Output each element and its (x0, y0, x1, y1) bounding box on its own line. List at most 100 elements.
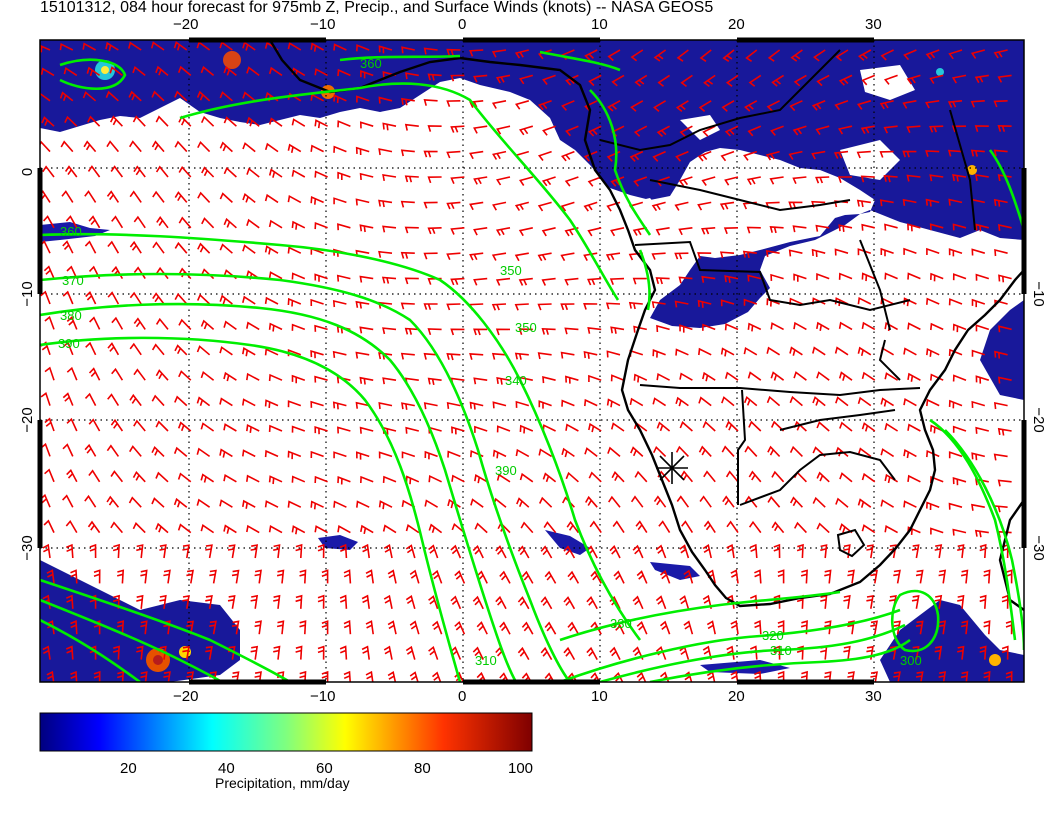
wind-barb (337, 120, 351, 128)
wind-barb (730, 620, 739, 635)
wind-barb (746, 176, 761, 186)
wind-barb (317, 645, 325, 660)
wind-barb (200, 422, 215, 432)
wind-barb (520, 521, 534, 534)
wind-barb (930, 322, 944, 331)
wind-barb (492, 449, 507, 459)
wind-barb (310, 144, 324, 153)
wind-barb (337, 68, 351, 77)
wind-barb (177, 65, 192, 77)
wind-barb (378, 148, 393, 156)
wind-barb (565, 375, 579, 384)
wind-barb (703, 520, 716, 534)
wind-barb (754, 620, 762, 635)
wind-barb (107, 291, 120, 305)
wind-barb (583, 201, 598, 212)
wind-barb (355, 401, 370, 409)
wind-barb (223, 320, 237, 331)
wind-barb (140, 671, 148, 682)
wind-barb (291, 169, 306, 178)
wind-barb (332, 299, 347, 308)
contour (40, 232, 642, 641)
wind-barb (766, 100, 780, 112)
border (739, 450, 896, 506)
wind-barb (856, 100, 872, 110)
wind-barb (796, 543, 804, 559)
wind-barb (610, 326, 625, 334)
wind-barb (40, 44, 51, 53)
wind-barb (333, 197, 347, 205)
wind-barb (561, 447, 575, 458)
wind-barb (93, 670, 101, 682)
wind-barb (788, 249, 803, 257)
wind-barb (223, 371, 237, 382)
wind-barb (590, 570, 602, 584)
wind-barb (879, 100, 894, 110)
wind-barb (883, 125, 898, 134)
wind-barb (537, 150, 552, 161)
wind-barb (287, 246, 302, 254)
wind-barb (659, 569, 671, 584)
wind-barb (205, 595, 213, 609)
wind-barb (994, 350, 1008, 359)
wind-barb (588, 374, 602, 382)
wind-barb (652, 397, 667, 407)
wind-barb (378, 199, 393, 208)
contour-labels: 360 370 380 390 350 350 340 330 320 310 … (58, 56, 922, 668)
wind-barb (111, 215, 124, 229)
wind-barb (116, 670, 125, 682)
wind-barb (246, 167, 260, 178)
lon-tick-label: −20 (173, 688, 198, 705)
wind-barb (655, 227, 670, 236)
wind-barb (870, 620, 878, 635)
wind-barb (70, 620, 78, 635)
wind-barb (223, 65, 237, 77)
wind-barb (743, 298, 758, 306)
wind-barb (310, 298, 324, 307)
wind-barb (770, 322, 784, 331)
wind-barb (611, 471, 625, 483)
wind-barb (492, 201, 507, 211)
wind-barb (537, 100, 552, 111)
wind-barb (884, 525, 898, 534)
wind-barb (451, 474, 465, 483)
wind-barb (382, 327, 397, 335)
wind-barb (152, 241, 165, 254)
wind-barb (722, 49, 735, 62)
wind-barb (246, 321, 260, 331)
wind-barb (519, 472, 534, 483)
wind-barb (383, 594, 393, 609)
wind-barb (268, 219, 283, 229)
wind-barb (947, 149, 963, 157)
wind-barb (469, 201, 484, 211)
wind-barb (632, 277, 647, 285)
wind-barb (470, 498, 484, 508)
contour (339, 54, 461, 62)
wind-barb (742, 250, 757, 259)
wind-barb (951, 125, 967, 133)
wind-barb (651, 201, 666, 212)
wind-barb (336, 274, 351, 282)
wind-barb (343, 620, 352, 635)
wind-barb (219, 346, 233, 356)
contour-label: 320 (762, 628, 784, 643)
wind-barb (634, 74, 648, 87)
wind-barb (62, 290, 74, 305)
wind-barb (473, 74, 488, 83)
wind-barb (540, 545, 553, 559)
wind-barb (428, 523, 443, 534)
wind-barb (773, 543, 781, 559)
lat-tick-label: −20 (19, 407, 36, 432)
wind-barb (359, 426, 374, 434)
wind-barb (401, 97, 415, 106)
wind-barb (333, 145, 347, 153)
wind-barb (633, 373, 648, 383)
wind-barb (423, 99, 438, 106)
contour (40, 578, 291, 682)
wind-barb (587, 176, 602, 187)
wind-barb (659, 620, 671, 635)
wind-barb (365, 569, 374, 584)
wind-barb (975, 375, 990, 384)
wind-barb (155, 317, 169, 330)
wind-barb (155, 165, 169, 178)
